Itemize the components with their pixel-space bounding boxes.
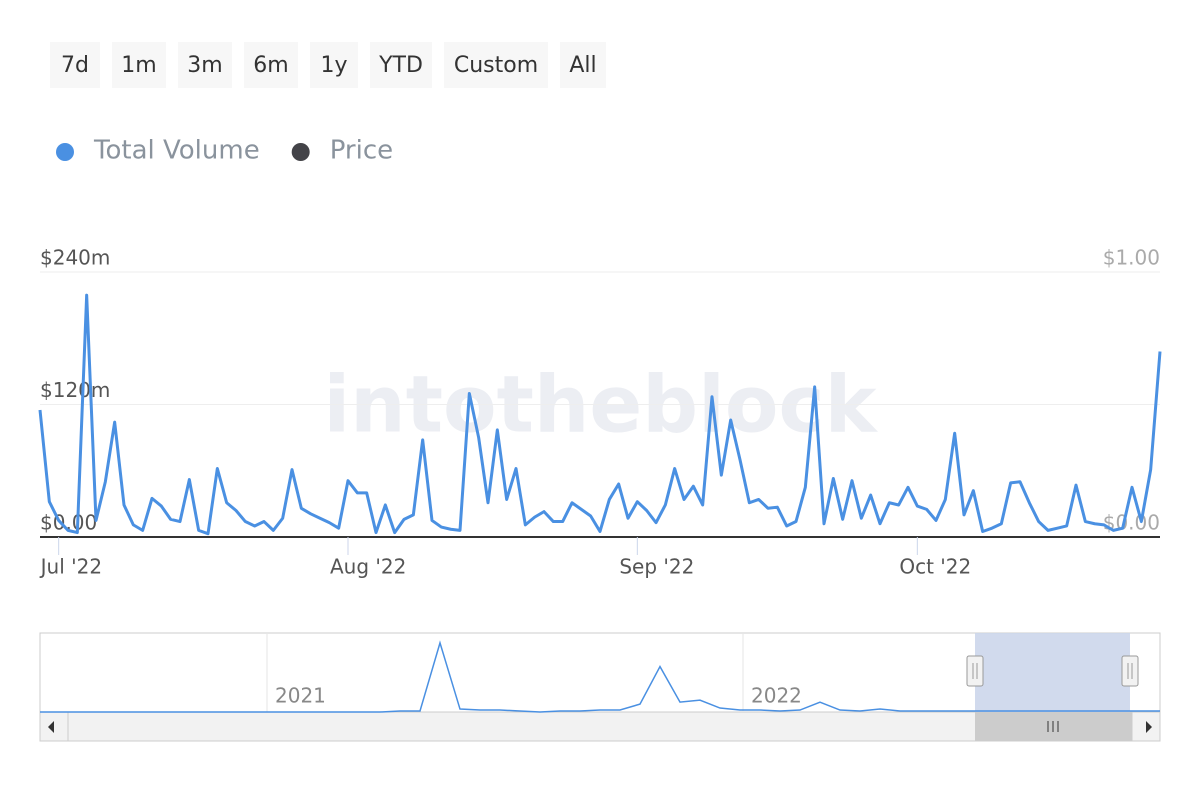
watermark: intotheblock — [323, 360, 878, 450]
range-button-label[interactable]: All — [569, 53, 596, 78]
y-tick-label: $120m — [40, 378, 110, 402]
navigator-label: 2022 — [751, 684, 802, 708]
range-button[interactable] — [370, 42, 432, 88]
range-button-label[interactable]: 1y — [320, 53, 347, 78]
x-tick-label: Sep '22 — [619, 555, 694, 579]
range-button[interactable] — [444, 42, 548, 88]
range-button[interactable] — [560, 42, 606, 88]
range-button-label[interactable]: 1m — [121, 53, 156, 78]
x-tick-label: Jul '22 — [39, 555, 102, 579]
y-tick-label: $240m — [40, 246, 110, 270]
legend-marker[interactable] — [291, 143, 310, 161]
navigator-label: 2021 — [275, 684, 326, 708]
y2-tick-label: $1.00 — [1103, 246, 1160, 270]
x-tick-label: Oct '22 — [899, 555, 971, 579]
range-button-label[interactable]: YTD — [378, 53, 423, 78]
legend-marker[interactable] — [56, 143, 74, 161]
scroll-left[interactable] — [48, 721, 54, 733]
range-button[interactable] — [178, 42, 232, 88]
range-button-label[interactable]: 3m — [187, 53, 222, 78]
navigator-selection[interactable] — [975, 633, 1130, 712]
range-button-label[interactable]: 6m — [253, 53, 288, 78]
navigator-handle[interactable] — [966, 655, 984, 687]
scroll-track — [67, 711, 1133, 742]
navigator-handle[interactable] — [1121, 655, 1139, 687]
range-button-label[interactable]: Custom — [454, 53, 538, 78]
navigator-line — [40, 640, 1160, 713]
legend-label[interactable]: Price — [330, 136, 393, 166]
scroll-right[interactable] — [1146, 721, 1152, 733]
legend-label[interactable]: Total Volume — [93, 136, 260, 166]
range-button[interactable] — [244, 42, 298, 88]
range-button[interactable] — [112, 42, 166, 88]
series-line — [38, 293, 1162, 536]
range-button[interactable] — [50, 42, 100, 88]
x-tick-label: Aug '22 — [330, 555, 406, 579]
range-button-label[interactable]: 7d — [61, 53, 89, 78]
range-button[interactable] — [310, 42, 358, 88]
